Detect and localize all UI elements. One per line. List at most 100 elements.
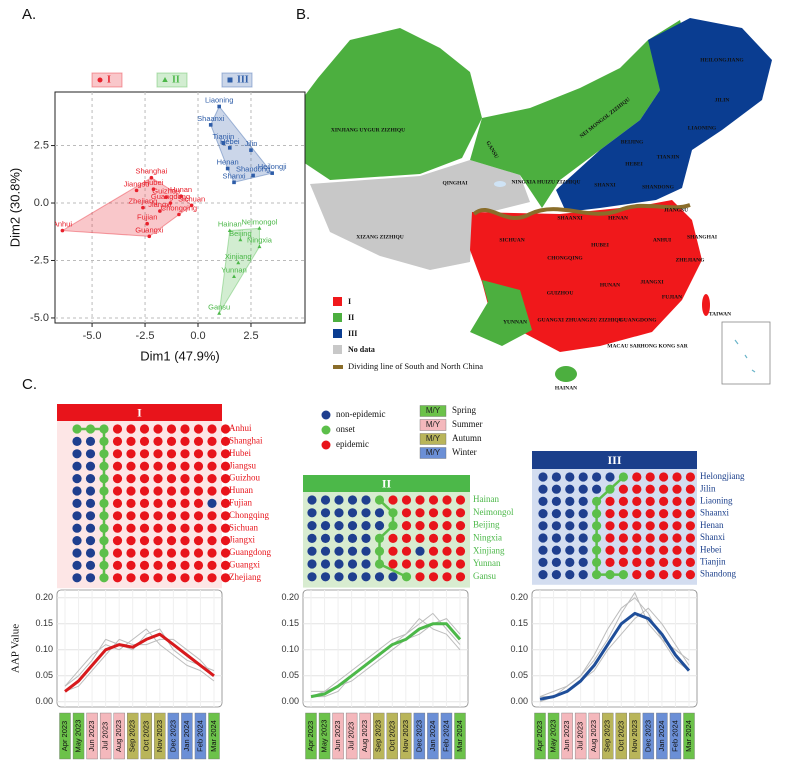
status-dot: [442, 521, 452, 531]
status-dot: [672, 472, 682, 482]
status-dot: [538, 508, 548, 519]
season-box-label: M/Y: [426, 420, 441, 429]
status-dot: [153, 511, 163, 521]
x-tick-label: Oct 2023: [387, 721, 396, 751]
month-box: [574, 712, 587, 760]
status-dot: [220, 461, 231, 471]
map-label: HENAN: [608, 215, 628, 221]
legend-label: Dividing line of South and North China: [348, 361, 483, 371]
status-dot: [207, 449, 217, 459]
x-tick-label: Feb 2024: [195, 720, 204, 752]
point-label: Hainan: [218, 220, 242, 229]
province-label: Shandong: [700, 569, 737, 579]
point-label: Guizhou: [152, 186, 180, 195]
status-dot: [112, 536, 123, 546]
point-label: Guangdong: [151, 192, 190, 201]
series-line: [64, 628, 215, 687]
season-box: [419, 447, 447, 459]
point-label: Hubei: [144, 178, 164, 187]
point-label: Yunnan: [221, 266, 246, 275]
season-box-label: M/Y: [426, 448, 441, 457]
status-dot: [605, 533, 615, 543]
status-dot: [180, 573, 190, 583]
status-dot: [347, 495, 358, 505]
status-dot: [659, 496, 669, 506]
point-label: Sichuan: [178, 194, 205, 203]
month-box: [683, 712, 695, 760]
region-ii: [288, 28, 482, 180]
legend-dot: [321, 410, 331, 420]
status-dot: [551, 472, 562, 482]
series-line: [539, 592, 690, 698]
status-dot: [672, 545, 682, 555]
status-dot: [207, 523, 217, 533]
status-dot: [618, 570, 629, 580]
map-label: GUANGXI ZHUANGZU ZIZHIQU: [537, 317, 622, 323]
month-box: [629, 712, 641, 760]
status-dot: [428, 546, 439, 556]
province-label: Tianjin: [700, 556, 726, 566]
status-dot: [455, 508, 466, 518]
x-tick-label: Jul 2023: [347, 722, 356, 750]
legend-dot: [321, 425, 331, 435]
group-title-bar: [57, 404, 222, 421]
status-dot: [428, 508, 439, 518]
status-dot: [126, 486, 136, 496]
x-tick-label: Mar 2024: [684, 720, 693, 752]
legend-label: No data: [348, 345, 375, 354]
map-label: LIAONING: [688, 125, 717, 131]
map-label: YUNNAN: [503, 319, 527, 325]
status-dot: [320, 572, 331, 582]
status-dot: [592, 533, 602, 543]
status-dot: [180, 449, 190, 459]
status-dot: [139, 548, 150, 558]
x-tick-label: Jul 2023: [101, 722, 110, 750]
status-dot: [180, 486, 190, 496]
map-label: HEBEI: [625, 161, 642, 167]
status-dot: [166, 560, 177, 571]
legend-label: Summer: [452, 419, 483, 429]
status-dot: [685, 557, 696, 568]
status-dot: [99, 449, 109, 459]
status-dot: [565, 484, 575, 494]
point: [257, 244, 262, 249]
status-dot: [320, 521, 331, 531]
status-dot: [361, 508, 371, 518]
status-dot: [334, 559, 344, 569]
x-tick-label: Nov 2023: [155, 720, 164, 752]
y-tick-label: 0.15: [510, 618, 528, 628]
status-dot: [578, 484, 588, 494]
y-tick-label: -5.0: [30, 312, 49, 324]
status-dot: [632, 521, 642, 531]
map-label: FUJIAN: [662, 294, 682, 300]
status-dot: [166, 573, 177, 583]
y-tick-label: -2.5: [30, 254, 49, 266]
month-box: [305, 712, 317, 760]
month-box: [154, 712, 166, 760]
x-tick-label: Dec 2023: [643, 720, 652, 752]
status-dot: [139, 511, 150, 521]
status-dot: [428, 533, 439, 544]
province-label: Guangxi: [229, 559, 260, 569]
status-dot: [220, 449, 231, 459]
status-dot: [166, 474, 177, 484]
status-dot: [632, 496, 642, 506]
status-dot: [632, 570, 642, 580]
status-dot: [605, 472, 615, 482]
status-dot: [72, 424, 82, 434]
status-dot: [126, 461, 136, 471]
x-tick-label: Jan 2024: [182, 721, 191, 752]
status-dot: [72, 536, 82, 546]
status-dot: [153, 436, 163, 446]
status-dot: [645, 545, 655, 555]
status-dot: [220, 486, 231, 496]
point-label: Xinjiang: [225, 252, 252, 261]
map-label: SHANDONG: [642, 184, 675, 190]
month-box: [440, 712, 453, 760]
status-dot: [85, 523, 96, 533]
status-dot: [632, 557, 642, 568]
legend-label: onset: [336, 424, 355, 434]
map-label: QINGHAI: [442, 180, 467, 186]
status-dot: [72, 486, 82, 496]
